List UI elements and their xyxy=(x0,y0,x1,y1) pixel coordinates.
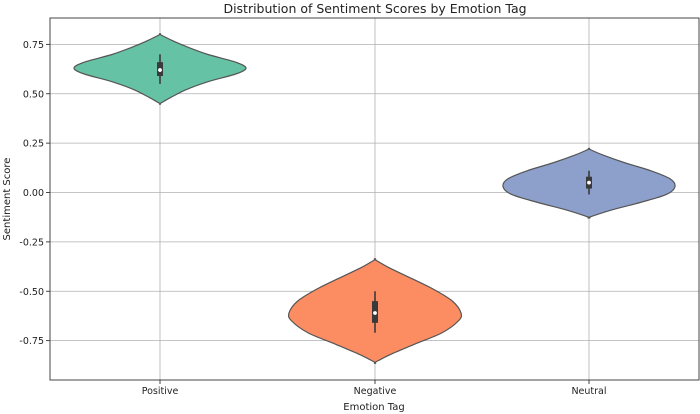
x-tick-label: Positive xyxy=(142,386,179,397)
median-dot-positive xyxy=(158,68,162,72)
x-axis-label: Emotion Tag xyxy=(343,402,404,413)
y-tick-label: 0.25 xyxy=(23,139,44,150)
y-tick-layer: 0.75 0.50 0.25 0.00 -0.25 -0.50 -0.75 xyxy=(19,40,50,347)
y-tick-label: -0.25 xyxy=(19,237,44,248)
median-dot-negative xyxy=(373,311,377,315)
y-axis-label: Sentiment Score xyxy=(2,158,13,241)
violin-layer xyxy=(73,33,676,364)
y-tick-label: 0.50 xyxy=(23,89,44,100)
x-tick-label: Neutral xyxy=(571,386,606,397)
x-tick-layer: Positive Negative Neutral xyxy=(142,380,607,397)
y-tick-label: 0.75 xyxy=(23,40,44,51)
plot-frame xyxy=(49,17,700,381)
chart-title: Distribution of Sentiment Scores by Emot… xyxy=(223,1,526,16)
y-tick-label: -0.50 xyxy=(19,287,44,298)
y-tick-label: -0.75 xyxy=(19,336,44,347)
y-tick-label: 0.00 xyxy=(23,188,44,199)
x-tick-label: Negative xyxy=(354,386,397,397)
median-dot-neutral xyxy=(587,180,591,185)
